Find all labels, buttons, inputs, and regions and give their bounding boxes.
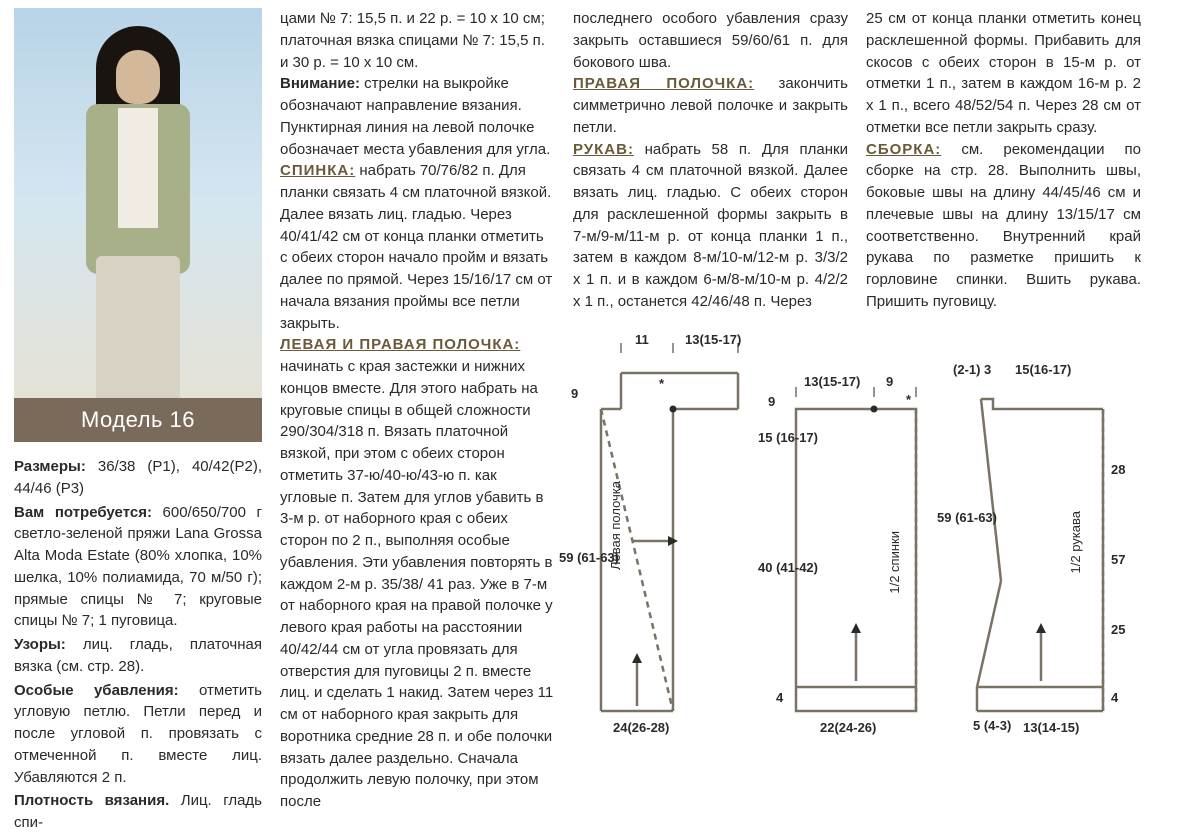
p3-label: 1/2 рукава xyxy=(1067,511,1086,573)
m-p2-bottom: 22(24-26) xyxy=(820,719,876,738)
m-p3-br: 13(14-15) xyxy=(1023,719,1079,738)
model-photo: Модель 16 xyxy=(14,8,262,442)
m-p2-15: 15 (16-17) xyxy=(758,431,818,445)
assembly-text: см. рекомендации по сборке на стр. 28. В… xyxy=(866,141,1141,310)
decreases-label: Особые убавления: xyxy=(14,682,179,699)
m-p2-40: 40 (41-42) xyxy=(758,561,818,575)
m-p1-13: 13(15-17) xyxy=(685,331,741,350)
back-header: СПИНКА: xyxy=(280,162,355,179)
m-p2-4: 4 xyxy=(776,689,783,708)
m-p3-28: 28 xyxy=(1111,461,1125,480)
m-p3-4: 4 xyxy=(1111,689,1118,708)
attention-label: Внимание: xyxy=(280,75,360,92)
m-p1-11: 11 xyxy=(635,331,649,350)
m-p3-inset: (2-1) 3 xyxy=(953,361,991,380)
materials-value: 600/650/700 г светло-зеленой пряжи Lana … xyxy=(14,504,262,630)
panel-left-front: 9 11 13(15-17) 59 (61-63) 24(26-28) Лева… xyxy=(573,331,748,741)
fronts-header: ЛЕВАЯ И ПРАВАЯ ПОЛОЧКА: xyxy=(280,336,520,353)
column-2: цами № 7: 15,5 п. и 22 р. = 10 х 10 см; … xyxy=(280,8,555,825)
column-left: Модель 16 Размеры: 36/38 (Р1), 40/42(Р2)… xyxy=(14,8,262,825)
m-p1-bottom: 24(26-28) xyxy=(613,719,669,738)
assembly-header: СБОРКА: xyxy=(866,141,941,158)
right-front-header: ПРАВАЯ ПОЛОЧКА: xyxy=(573,75,754,92)
m-p1-9: 9 xyxy=(571,385,578,404)
m-p2-13: 13(15-17) xyxy=(804,373,860,392)
m-p2-9l: 9 xyxy=(768,393,775,412)
col4-text: 25 см от конца планки отметить конец рас… xyxy=(866,8,1141,313)
m-p3-59: 59 (61-63) xyxy=(937,511,997,525)
sleeve-header: РУКАВ: xyxy=(573,141,634,158)
materials-label: Вам потребуется: xyxy=(14,504,152,521)
gauge-cont: цами № 7: 15,5 п. и 22 р. = 10 х 10 см; … xyxy=(280,8,555,73)
model-caption: Модель 16 xyxy=(14,398,262,442)
schematic-block: 9 11 13(15-17) 59 (61-63) 24(26-28) Лева… xyxy=(573,331,1153,741)
m-p2-9r: 9 xyxy=(886,373,893,392)
column-3: последнего особого убавления сразу закры… xyxy=(573,8,848,825)
p2-label: 1/2 спинки xyxy=(886,531,905,594)
m-p3-57: 57 xyxy=(1111,551,1125,570)
m-p3-25: 25 xyxy=(1111,621,1125,640)
back-text: набрать 70/76/82 п. Для планки связать 4… xyxy=(280,162,552,331)
specs-block: Размеры: 36/38 (Р1), 40/42(Р2), 44/46 (Р… xyxy=(14,456,262,834)
p1-label: Левая полочка xyxy=(607,481,626,570)
m-p3-bl: 5 (4-3) xyxy=(973,719,1011,732)
front-cont: последнего особого убавления сразу закры… xyxy=(573,8,848,73)
fronts-text: начинать с края застежки и нижних концов… xyxy=(280,358,553,810)
col3-text: последнего особого убавления сразу закры… xyxy=(573,8,848,313)
figure-silhouette xyxy=(58,26,218,406)
sleeve-cont: 25 см от конца планки отметить конец рас… xyxy=(866,8,1141,139)
gauge-label: Плотность вязания. xyxy=(14,792,169,809)
panel-half-sleeve: (2-1) 3 15(16-17) 59 (61-63) 28 25 57 4 … xyxy=(953,331,1128,741)
page-layout: Модель 16 Размеры: 36/38 (Р1), 40/42(Р2)… xyxy=(14,8,1177,825)
sizes-label: Размеры: xyxy=(14,458,86,475)
patterns-label: Узоры: xyxy=(14,636,66,653)
sleeve-text: набрать 58 п. Для планки связать 4 см пл… xyxy=(573,141,848,310)
panel-half-back: 9 13(15-17) 9 15 (16-17) 40 (41-42) 4 22… xyxy=(768,331,933,741)
m-p3-top: 15(16-17) xyxy=(1015,361,1071,380)
